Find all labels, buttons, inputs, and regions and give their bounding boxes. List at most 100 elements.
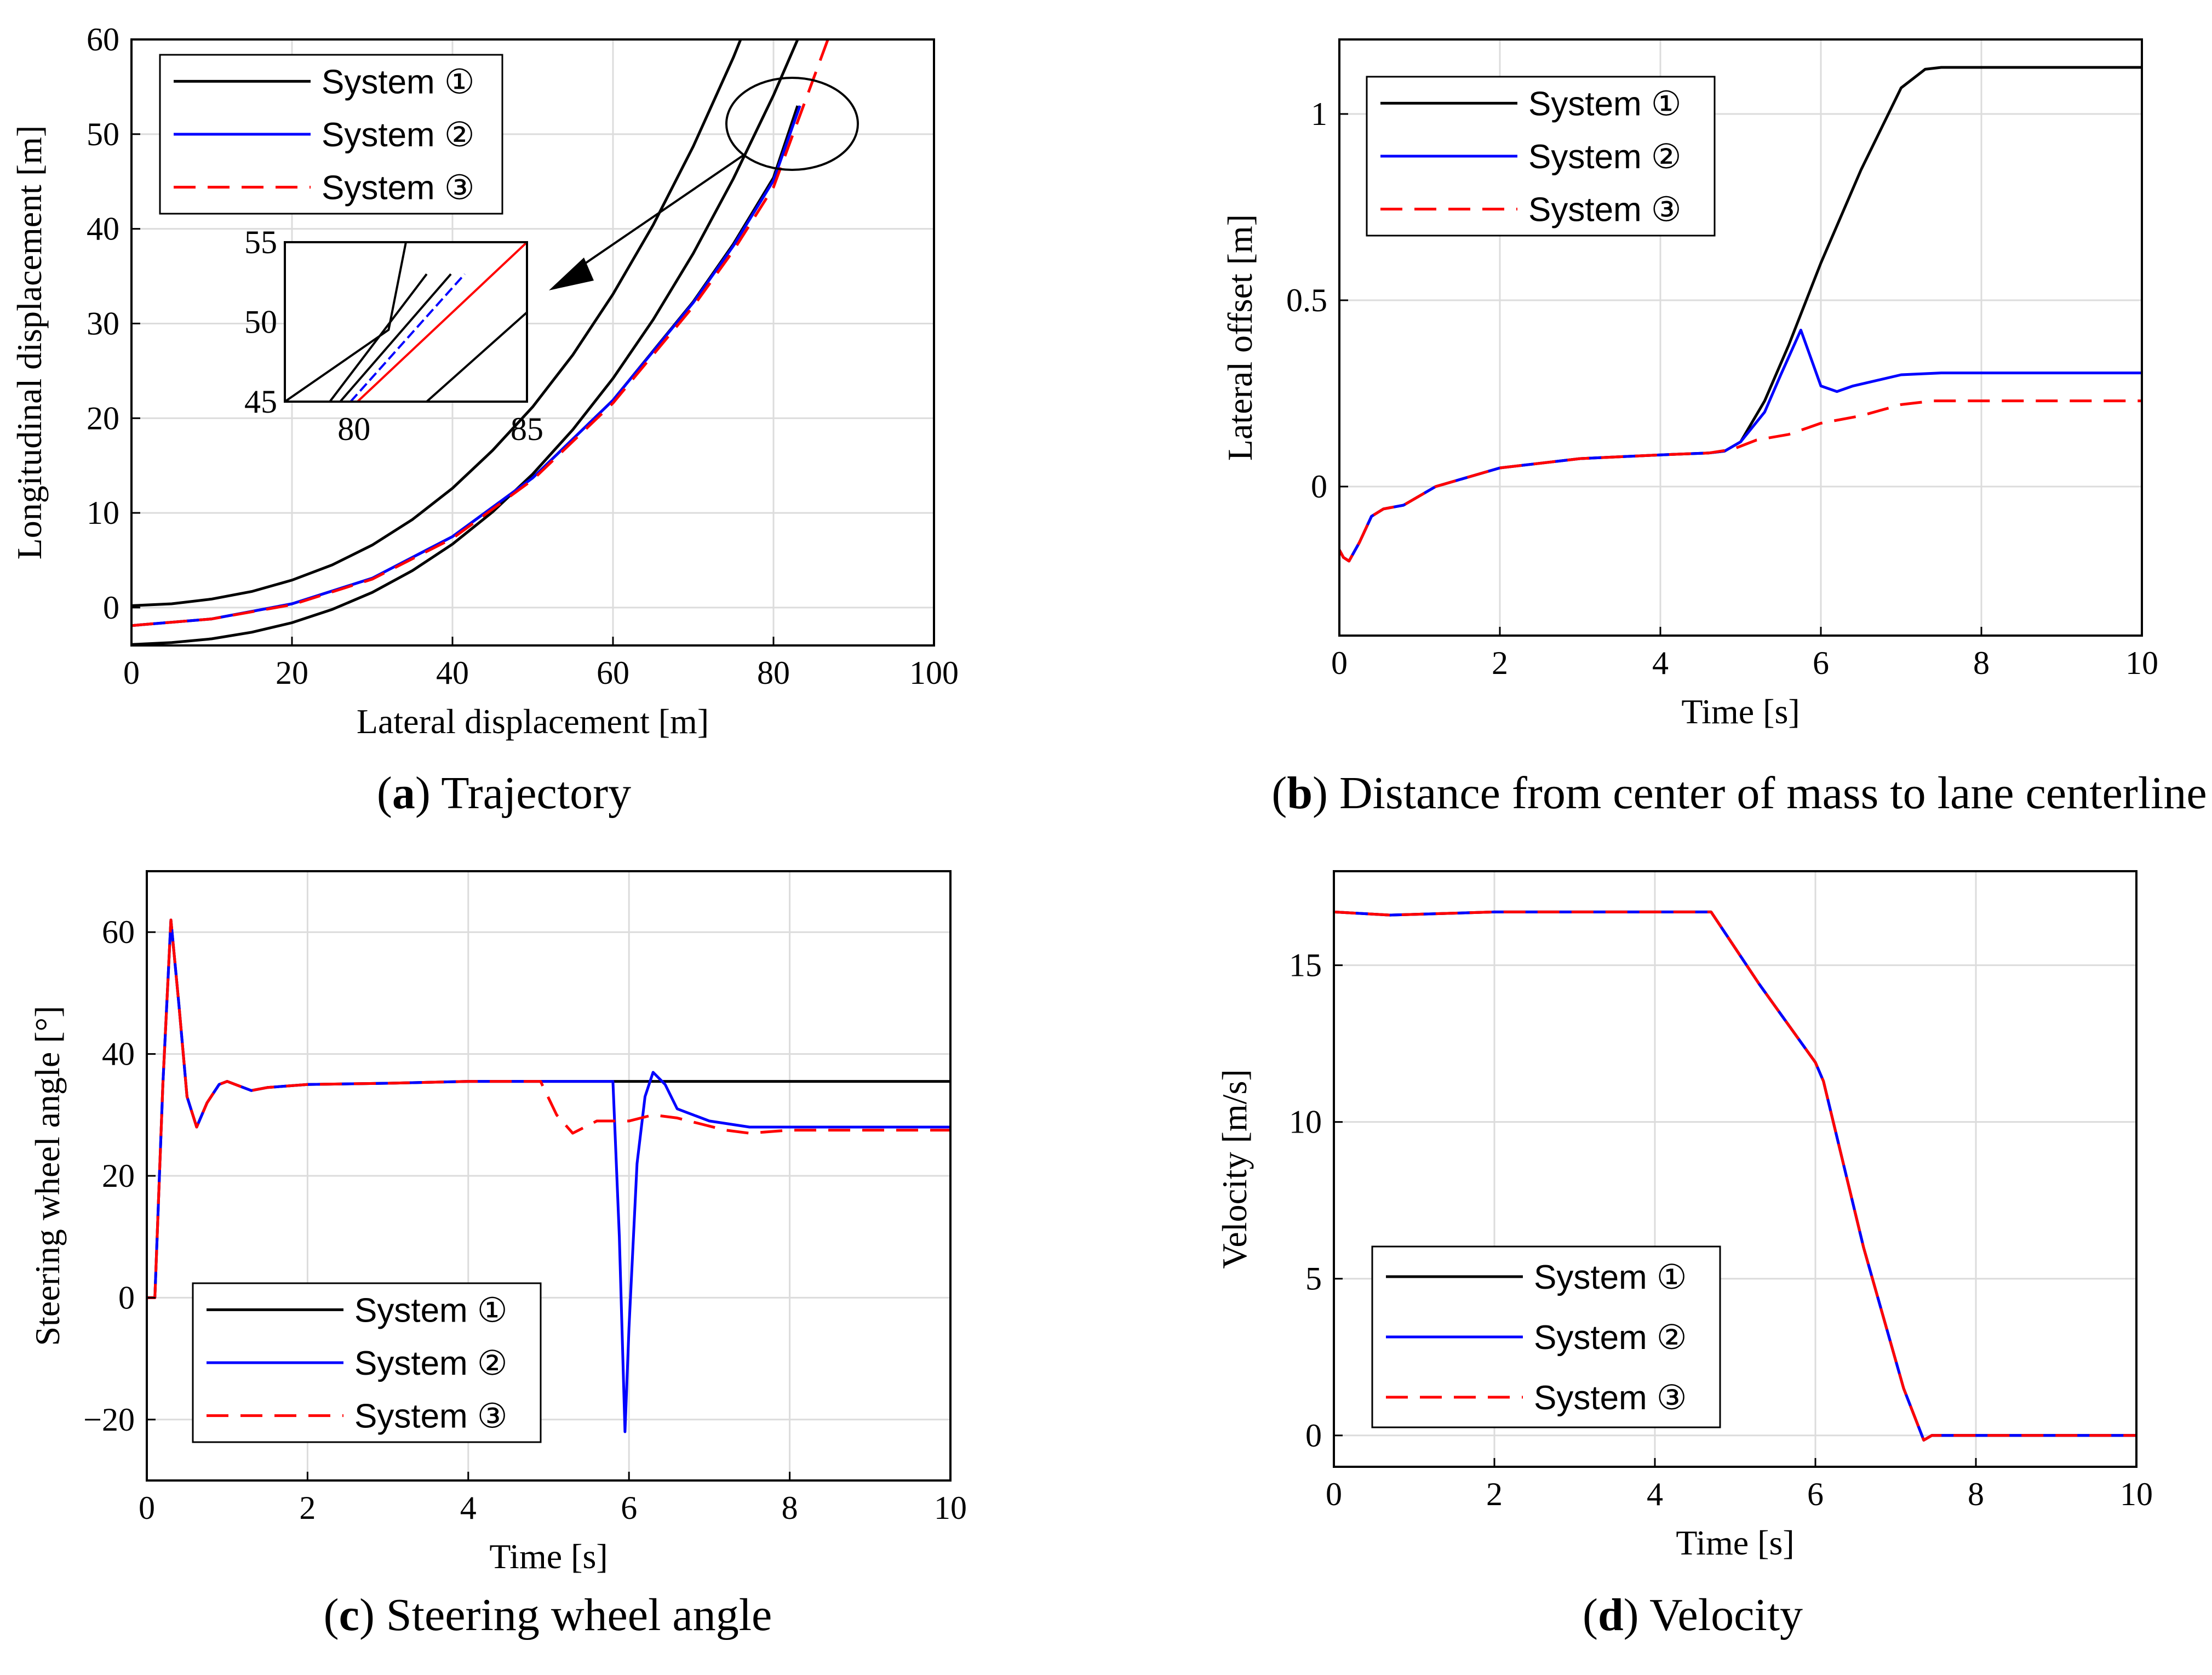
x-tick-label: 4 — [1647, 1476, 1663, 1512]
x-tick-label: 6 — [1813, 645, 1829, 681]
x-tick-label: 60 — [597, 655, 629, 691]
x-tick-label: 100 — [909, 655, 959, 691]
inset-frame — [284, 241, 528, 403]
panel-a: 0 20 40 60 80 100 0 10 20 30 40 50 60 Lateral displac… — [10, 21, 959, 819]
legend-label-1: System ① — [1528, 85, 1682, 123]
inset-y-tick-label: 50 — [244, 304, 277, 340]
caption-open-paren: ( — [1583, 1590, 1598, 1640]
inset-line-4 — [339, 273, 452, 402]
axes-frame — [1333, 870, 2137, 1468]
legend-label-2: System ② — [1534, 1319, 1687, 1357]
x-tick-label: 6 — [621, 1490, 637, 1526]
series-line-3 — [147, 918, 950, 1299]
axes-frame — [1338, 38, 2143, 637]
tick-labels: 0 2 4 6 8 10 −20 0 20 40 60 — [83, 914, 967, 1526]
y-tick-label: 1 — [1311, 96, 1327, 132]
y-tick-label: 40 — [102, 1036, 135, 1072]
y-tick-label: 5 — [1305, 1261, 1322, 1297]
legend: System ① System ② System ③ — [1366, 76, 1716, 237]
legend-label-3: System ③ — [322, 169, 475, 207]
x-tick-label: 8 — [1973, 645, 1990, 681]
y-tick-label: 40 — [87, 211, 119, 247]
y-axis-label: Lateral offset [m] — [1220, 214, 1259, 461]
y-tick-label: 0 — [1305, 1417, 1322, 1454]
y-tick-label: 60 — [102, 914, 135, 950]
legend-label-2: System ② — [1528, 138, 1682, 176]
legend: System ① System ② System ③ — [159, 54, 503, 215]
y-tick-label: 50 — [87, 116, 119, 152]
legend-label-1: System ① — [322, 63, 475, 101]
x-tick-label: 8 — [782, 1490, 798, 1526]
y-tick-label: 60 — [87, 21, 119, 58]
x-tick-label: 8 — [1968, 1476, 1984, 1512]
data-layer — [1339, 66, 2142, 563]
y-tick-label: 10 — [87, 495, 119, 531]
tick-labels: 0 2 4 6 8 10 0 5 10 15 — [1289, 947, 2153, 1512]
x-axis-label: Time [s] — [489, 1537, 608, 1576]
panel-caption: (a) Trajectory — [377, 768, 631, 819]
inset-line-6 — [357, 242, 527, 402]
x-tick-label: 4 — [460, 1490, 477, 1526]
lane-right-edge — [131, 39, 799, 645]
caption-open-paren: ( — [377, 768, 392, 819]
x-tick-label: 40 — [436, 655, 469, 691]
zoom-ellipse — [725, 77, 859, 171]
caption-text: ) Distance from center of mass to lane c… — [1313, 768, 2207, 819]
zoom-inset: 80 85 45 50 55 — [244, 77, 859, 447]
panel-b: 0 2 4 6 8 10 0 0.5 1 Time [s] Lateral offset [m] Sy… — [1220, 38, 2207, 819]
caption-letter: c — [339, 1590, 359, 1640]
legend: System ① System ② System ③ — [1371, 1245, 1721, 1428]
caption-letter: b — [1287, 768, 1313, 819]
legend-label-1: System ① — [354, 1291, 508, 1329]
inset-x-tick-label: 80 — [337, 411, 370, 447]
axes-frame — [130, 38, 935, 647]
legend-label-1: System ① — [1534, 1259, 1687, 1296]
panel-caption: (b) Distance from center of mass to lane… — [1271, 768, 2207, 819]
caption-letter: d — [1598, 1590, 1624, 1640]
y-tick-label: 30 — [87, 305, 119, 341]
y-axis-label: Steering wheel angle [°] — [28, 1006, 67, 1346]
inset-line-5 — [349, 273, 466, 402]
y-tick-label: 20 — [87, 400, 119, 436]
series-line-3 — [1339, 399, 2142, 563]
y-tick-label: 0 — [103, 590, 119, 626]
x-tick-label: 20 — [276, 655, 308, 691]
inset-line-2 — [329, 273, 428, 402]
panel-caption: (c) Steering wheel angle — [324, 1590, 772, 1640]
legend-label-3: System ③ — [354, 1398, 508, 1436]
caption-letter: a — [392, 768, 415, 819]
inset-data — [285, 242, 527, 402]
x-axis-label: Time [s] — [1676, 1523, 1794, 1562]
panel-d: 0 2 4 6 8 10 0 5 10 15 Time [s] Velocity [m/s] Syste… — [1215, 870, 2153, 1640]
x-tick-label: 4 — [1652, 645, 1669, 681]
y-tick-label: −20 — [83, 1402, 135, 1438]
panel-caption: (d) Velocity — [1583, 1590, 1803, 1640]
legend-label-2: System ② — [322, 116, 475, 154]
y-tick-label: 0 — [118, 1279, 135, 1316]
x-tick-label: 2 — [1486, 1476, 1503, 1512]
x-tick-label: 10 — [2125, 645, 2158, 681]
series-line-2 — [131, 105, 801, 627]
y-tick-label: 20 — [102, 1158, 135, 1194]
series-line-3 — [1334, 910, 2136, 1442]
legend-label-2: System ② — [354, 1345, 508, 1382]
y-tick-label: 15 — [1289, 947, 1322, 984]
x-tick-label: 10 — [934, 1490, 967, 1526]
caption-text: ) Velocity — [1624, 1590, 1803, 1640]
series-line-3 — [131, 39, 829, 627]
inset-line-1 — [285, 242, 407, 402]
caption-open-paren: ( — [1271, 768, 1287, 819]
y-tick-label: 10 — [1289, 1104, 1322, 1140]
x-tick-label: 80 — [757, 655, 790, 691]
tick-labels: 0 2 4 6 8 10 0 0.5 1 — [1286, 96, 2158, 681]
caption-open-paren: ( — [324, 1590, 339, 1640]
y-tick-label: 0.5 — [1286, 282, 1327, 318]
x-tick-label: 2 — [1492, 645, 1508, 681]
legend-label-3: System ③ — [1534, 1379, 1687, 1417]
legend: System ① System ② System ③ — [192, 1282, 542, 1443]
caption-text: ) Trajectory — [415, 768, 631, 819]
inset-line-3 — [426, 311, 527, 402]
tick-labels: 0 20 40 60 80 100 0 10 20 30 40 50 60 — [87, 21, 959, 691]
y-axis-label: Velocity [m/s] — [1215, 1069, 1254, 1268]
